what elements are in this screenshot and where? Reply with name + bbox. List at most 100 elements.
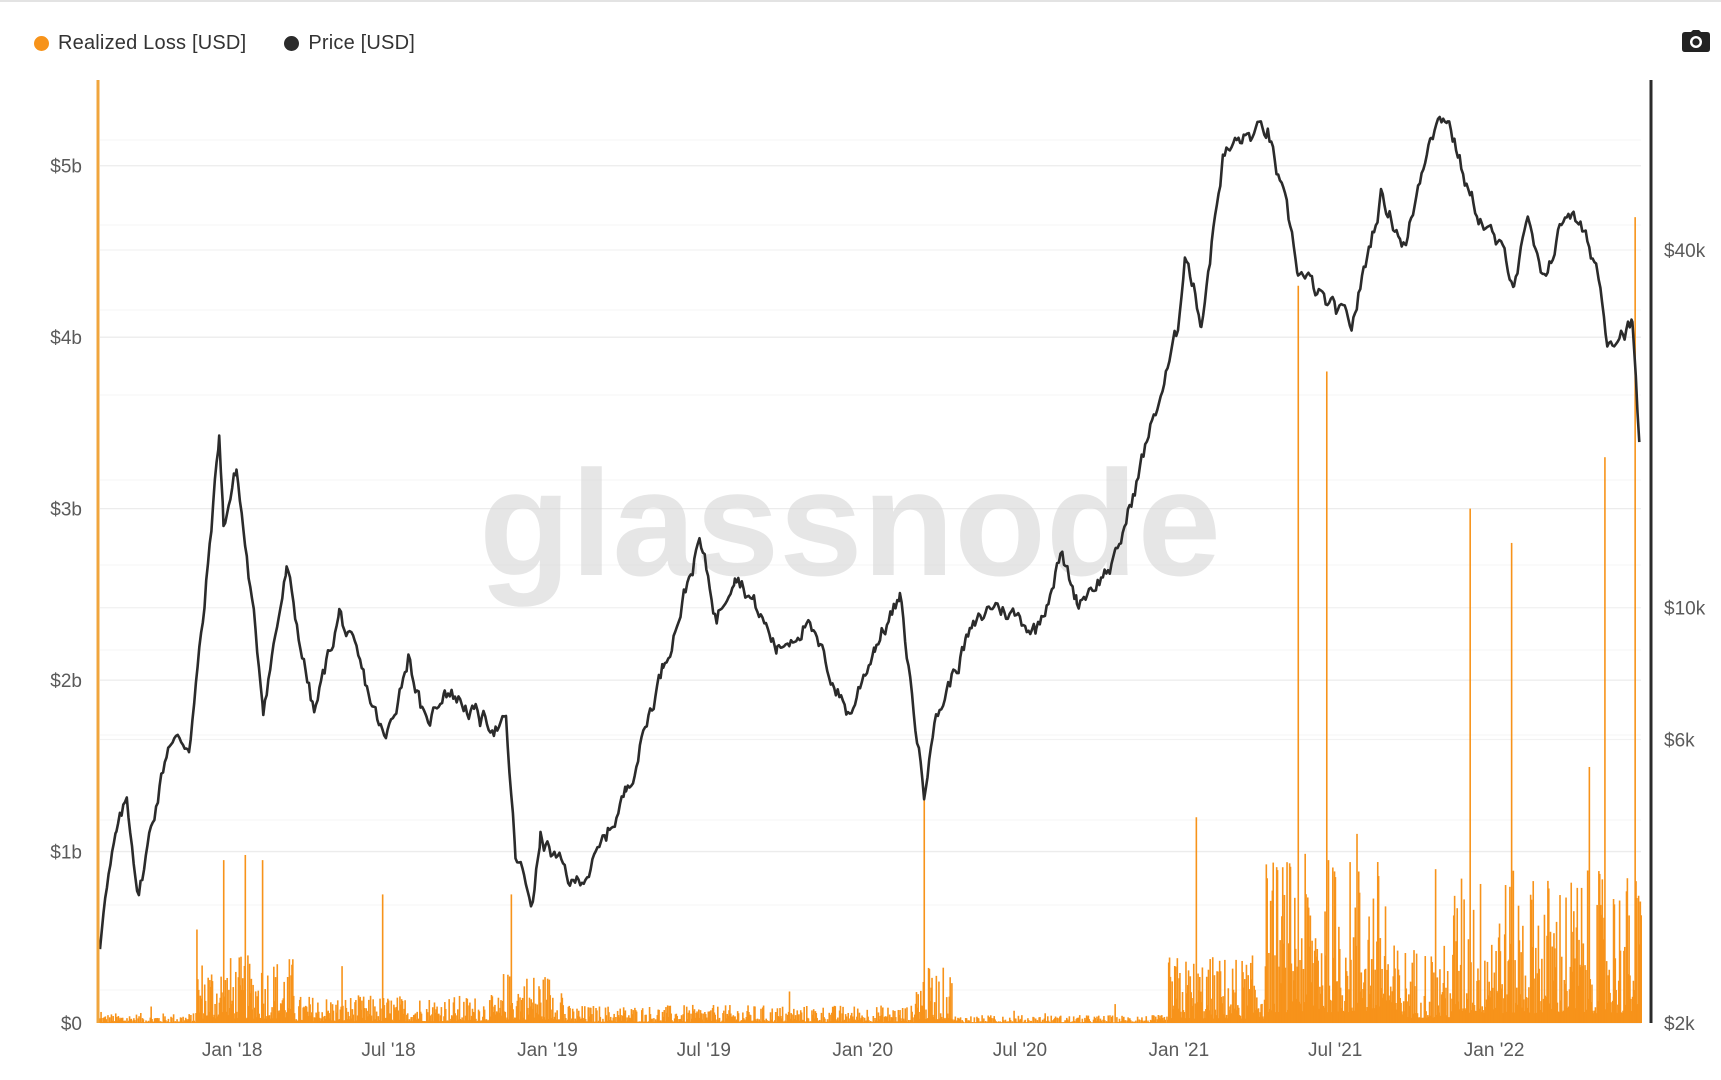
realized-loss-bar	[890, 1017, 893, 1023]
realized-loss-bar	[982, 1020, 984, 1023]
realized-loss-bar	[897, 1009, 900, 1023]
realized-loss-bar	[1349, 862, 1351, 1023]
realized-loss-bar	[108, 1017, 111, 1023]
top-divider	[0, 0, 1721, 2]
realized-loss-bar	[1307, 907, 1310, 1023]
realized-loss-bar	[386, 1002, 388, 1023]
realized-loss-bar	[1038, 1017, 1040, 1023]
realized-loss-bar	[298, 1006, 300, 1023]
realized-loss-bar	[778, 1016, 780, 1023]
realized-loss-bar	[394, 1009, 397, 1023]
realized-loss-bar	[419, 1011, 422, 1023]
realized-loss-bar	[381, 894, 384, 1023]
realized-loss-bar	[433, 1002, 436, 1023]
realized-loss-bar	[968, 1020, 970, 1023]
realized-loss-bar	[685, 1006, 688, 1023]
realized-loss-bar	[396, 997, 399, 1023]
realized-loss-bar	[1004, 1019, 1007, 1023]
realized-loss-bar	[1492, 1009, 1495, 1023]
realized-loss-bar	[500, 1000, 502, 1023]
realized-loss-bar	[1331, 1000, 1333, 1023]
realized-loss-bar	[1218, 1018, 1220, 1023]
realized-loss-bar	[266, 975, 269, 1023]
realized-loss-bar	[269, 1018, 272, 1023]
realized-loss-bar	[1173, 1005, 1175, 1023]
realized-loss-bar	[1084, 1019, 1087, 1023]
realized-loss-bar	[1466, 998, 1469, 1023]
realized-loss-bar	[898, 1014, 901, 1023]
realized-loss-bar	[120, 1019, 122, 1023]
realized-loss-bar	[1293, 980, 1295, 1023]
realized-loss-bar	[851, 1016, 854, 1023]
realized-loss-bar	[222, 860, 225, 1023]
realized-loss-bar	[1639, 901, 1642, 1023]
realized-loss-bar	[441, 1021, 444, 1023]
realized-loss-bar	[184, 1020, 186, 1023]
realized-loss-bar	[1579, 967, 1582, 1023]
realized-loss-bar	[1262, 1016, 1264, 1023]
realized-loss-bar	[504, 1012, 507, 1023]
realized-loss-bar	[958, 1018, 961, 1023]
realized-loss-bar	[928, 968, 931, 1023]
realized-loss-bar	[1054, 1016, 1057, 1023]
realized-loss-bar	[1123, 1020, 1126, 1023]
realized-loss-bar	[667, 1016, 670, 1023]
realized-loss-bar	[145, 1020, 147, 1023]
realized-loss-bar	[1184, 1018, 1186, 1023]
legend-item-price[interactable]: Price [USD]	[284, 32, 415, 55]
realized-loss-bar	[1516, 987, 1518, 1023]
realized-loss-bar	[1238, 1015, 1241, 1023]
realized-loss-bar	[1465, 993, 1468, 1023]
realized-loss-bar	[462, 1020, 464, 1023]
realized-loss-bar	[370, 1015, 373, 1023]
realized-loss-bar	[996, 1021, 998, 1023]
realized-loss-bar	[1338, 926, 1340, 1023]
realized-loss-bar	[742, 1012, 744, 1023]
realized-loss-bar	[640, 1010, 643, 1023]
realized-loss-bar	[1119, 1022, 1122, 1023]
realized-loss-bar	[821, 1021, 824, 1023]
realized-loss-bar	[1226, 1018, 1229, 1023]
realized-loss-bar	[1359, 991, 1362, 1023]
realized-loss-bar	[1570, 882, 1573, 1023]
realized-loss-bar	[1270, 1010, 1273, 1023]
realized-loss-bar	[431, 1014, 433, 1023]
realized-loss-bar	[754, 1006, 756, 1023]
realized-loss-bar	[1527, 997, 1529, 1023]
realized-loss-bar	[555, 1019, 558, 1023]
realized-loss-bar	[267, 1015, 270, 1023]
realized-loss-bar	[406, 1013, 409, 1023]
realized-loss-bar	[693, 1009, 696, 1023]
realized-loss-bar	[845, 1016, 848, 1023]
realized-loss-bar	[1116, 1021, 1119, 1023]
realized-loss-bar	[354, 1002, 356, 1023]
realized-loss-bar	[676, 1015, 679, 1023]
realized-loss-bar	[1559, 895, 1561, 1023]
realized-loss-bar	[1116, 1017, 1118, 1023]
realized-loss-bar	[115, 1017, 118, 1023]
realized-loss-bar	[553, 1016, 556, 1023]
realized-loss-bar	[1248, 989, 1250, 1023]
realized-loss-bar	[1124, 1020, 1127, 1023]
realized-loss-bar	[1542, 998, 1545, 1023]
realized-loss-bar	[727, 1015, 729, 1023]
realized-loss-bar	[1232, 989, 1235, 1023]
realized-loss-bar	[1242, 972, 1244, 1023]
realized-loss-bar	[1489, 997, 1491, 1023]
realized-loss-bar	[865, 1020, 868, 1023]
realized-loss-bar	[126, 1018, 128, 1023]
realized-loss-bar	[1061, 1022, 1064, 1023]
realized-loss-bar	[939, 1013, 942, 1023]
realized-loss-bar	[544, 977, 546, 1023]
realized-loss-bar	[1192, 963, 1195, 1023]
realized-loss-bar	[1161, 1017, 1164, 1023]
camera-icon[interactable]	[1682, 30, 1710, 52]
realized-loss-bar	[488, 1021, 490, 1023]
realized-loss-bar	[926, 1018, 928, 1023]
realized-loss-bar	[316, 1013, 318, 1023]
realized-loss-bar	[1628, 915, 1630, 1023]
realized-loss-bar	[1344, 1000, 1346, 1023]
realized-loss-bar	[935, 975, 938, 1023]
legend-item-realized-loss[interactable]: Realized Loss [USD]	[34, 32, 246, 55]
realized-loss-bar	[179, 1017, 182, 1023]
